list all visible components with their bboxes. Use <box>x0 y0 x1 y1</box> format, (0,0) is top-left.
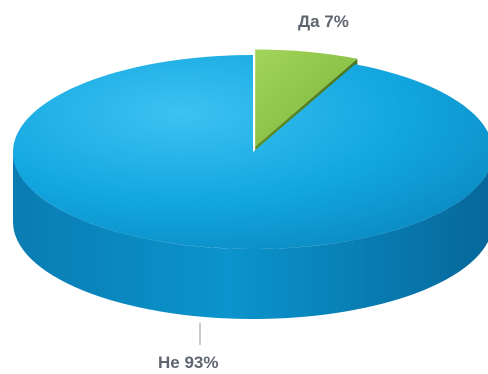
slice-label-Не: Не 93% <box>158 353 218 372</box>
slice-label-Да: Да 7% <box>298 12 349 31</box>
pie-slices <box>13 49 488 319</box>
pie-slice-Да <box>255 49 358 147</box>
pie-labels: Да 7% Не 93% <box>158 12 349 372</box>
pie-slice-side-Не <box>13 152 488 319</box>
pie-slice-Не <box>13 55 488 249</box>
